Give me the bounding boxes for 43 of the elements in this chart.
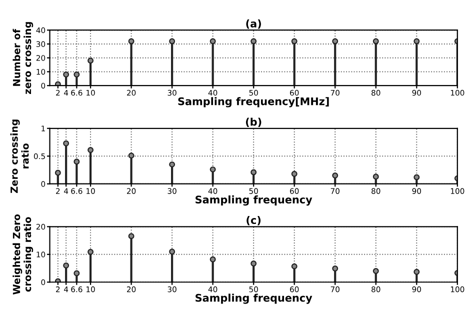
point: [210, 166, 216, 172]
chart-title: (c): [246, 216, 261, 226]
point: [88, 147, 94, 154]
point: [372, 268, 379, 274]
point: [372, 174, 379, 180]
point: [74, 72, 80, 78]
point: [128, 233, 134, 240]
point: [128, 38, 134, 44]
point: [169, 248, 176, 255]
point: [169, 38, 176, 44]
point: [414, 38, 420, 44]
point: [54, 170, 61, 176]
point: [291, 263, 298, 270]
point: [128, 152, 134, 159]
point: [74, 158, 80, 165]
x-axis-title: Sampling frequency: [196, 294, 312, 304]
point: [210, 38, 216, 44]
point: [63, 140, 70, 146]
point: [332, 172, 338, 179]
point: [291, 38, 298, 44]
point: [169, 161, 176, 168]
x-axis-title: Sampling frequency[MHz]: [178, 97, 329, 108]
x-axis-title: Sampling frequency: [196, 195, 312, 206]
point: [332, 266, 338, 272]
point: [372, 38, 379, 44]
chart-title: (a): [246, 19, 261, 29]
point: [291, 170, 298, 177]
y-axis-title: Weighted Zero crossing ratio: [12, 214, 34, 295]
point: [414, 174, 420, 180]
point: [88, 58, 94, 64]
point: [414, 268, 420, 275]
y-axis-title: Zero crossing ratio: [10, 120, 29, 193]
point: [332, 38, 338, 44]
point: [250, 38, 257, 44]
y-axis-title: Number of zero crossing: [12, 22, 34, 94]
point: [250, 169, 257, 176]
chart-title: (b): [246, 118, 262, 127]
point: [250, 260, 257, 267]
point: [210, 256, 216, 262]
point: [74, 270, 80, 276]
point: [63, 262, 70, 268]
point: [88, 248, 94, 255]
point: [63, 72, 70, 78]
